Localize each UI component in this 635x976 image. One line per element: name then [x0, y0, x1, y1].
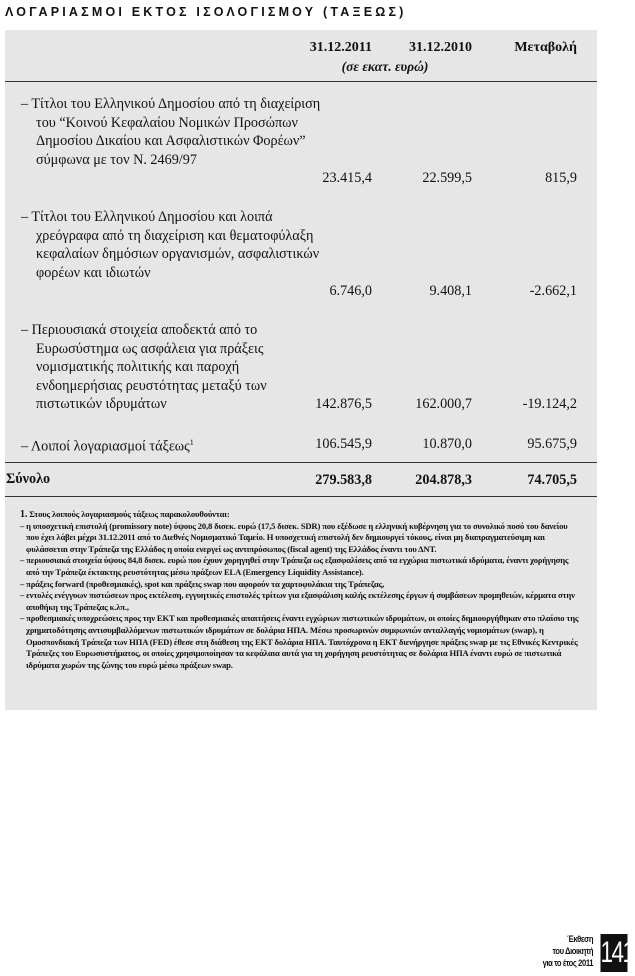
row-label: – Λοιποί λογαριασμοί τάξεως1	[21, 434, 326, 456]
total-2011: 279.583,8	[315, 471, 372, 488]
value-change: -2.662,1	[529, 282, 577, 299]
table-row: – Τίτλοι του Ελληνικού Δημοσίου και λοιπ…	[0, 208, 597, 300]
footnote-ref: 1	[189, 438, 194, 447]
footer-caption: Έκθεση του Διοικητή για το έτος 2011	[542, 934, 594, 970]
total-row: Σύνολο 279.583,8 204.878,3 74.705,5	[0, 470, 597, 489]
table-row: – Τίτλοι του Ελληνικού Δημοσίου από τη δ…	[0, 95, 597, 187]
header-2010: 31.12.2010	[409, 40, 472, 55]
value-2011: 6.746,0	[329, 282, 372, 299]
total-divider-bottom	[5, 496, 597, 497]
page-title: ΛΟΓΑΡΙΑΣΜΟΙ ΕΚΤΟΣ ΙΣΟΛΟΓΙΣΜΟΥ (ΤΑΞΕΩΣ)	[5, 5, 407, 19]
total-change: 74.705,5	[527, 471, 577, 488]
footnote-heading: Στους λοιπούς λογαριασμούς τάξεως παρακο…	[29, 509, 230, 519]
page-number: 141	[600, 934, 635, 972]
unit-label: (σε εκατ. ευρώ)	[341, 59, 429, 74]
footnote: 1. Στους λοιπούς λογαριασμούς τάξεως παρ…	[20, 509, 580, 671]
value-2010: 162.000,7	[415, 395, 472, 412]
footnote-item: – η υποσχετική επιστολή (promissory note…	[20, 520, 568, 554]
row-label: – Τίτλοι του Ελληνικού Δημοσίου από τη δ…	[21, 96, 321, 168]
footnote-number: 1.	[20, 509, 28, 520]
table-background	[5, 30, 597, 710]
total-2010: 204.878,3	[415, 471, 472, 488]
row-label: – Περιουσιακά στοιχεία αποδεκτά από το Ε…	[21, 322, 267, 412]
value-2011: 142.876,5	[315, 395, 372, 412]
total-divider-top	[5, 462, 597, 463]
value-2010: 9.408,1	[429, 282, 472, 299]
footer-line: Έκθεση	[567, 934, 593, 945]
footnote-item: – προθεσμιακές υποχρεώσεις προς την ΕΚΤ …	[20, 613, 579, 670]
value-change: -19.124,2	[522, 395, 577, 412]
table-row: – Περιουσιακά στοιχεία αποδεκτά από το Ε…	[0, 321, 597, 413]
footnote-item: – πράξεις forward (προθεσμιακές), spot κ…	[20, 578, 385, 589]
value-2010: 22.599,5	[422, 169, 472, 186]
value-2011: 106.545,9	[315, 435, 372, 452]
footer-line: του Διοικητή	[552, 946, 593, 957]
value-change: 815,9	[545, 169, 577, 186]
table-row: – Λοιποί λογαριασμοί τάξεως1 106.545,9 1…	[0, 434, 597, 456]
footnote-item: – περιουσιακά στοιχεία ύψους 84,8 δισεκ.…	[20, 555, 569, 577]
value-change: 95.675,9	[527, 435, 577, 452]
header-change: Μεταβολή	[514, 40, 577, 55]
row-label-text: – Λοιποί λογαριασμοί τάξεως	[21, 438, 190, 455]
total-label: Σύνολο	[6, 471, 51, 487]
row-label: – Τίτλοι του Ελληνικού Δημοσίου και λοιπ…	[21, 209, 320, 281]
footer-line: για το έτος 2011	[542, 958, 594, 969]
value-2011: 23.415,4	[322, 169, 372, 186]
header-divider	[5, 81, 597, 82]
header-2011: 31.12.2011	[309, 40, 372, 55]
footnote-item: – εντολές ενέγγυων πιστώσεων προς εκτέλε…	[20, 590, 575, 612]
value-2010: 10.870,0	[422, 435, 472, 452]
